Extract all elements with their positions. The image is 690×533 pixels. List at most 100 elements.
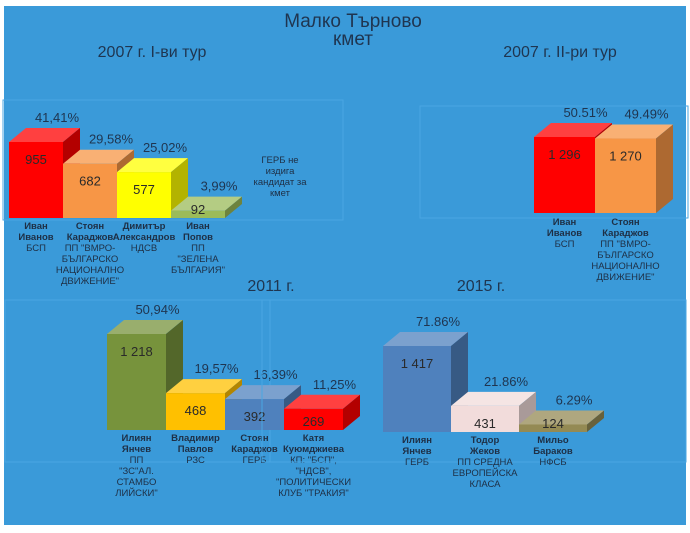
candidate-party: КЛУБ "ТРАКИЯ"	[278, 488, 349, 499]
candidate-party: БЪЛГАРИЯ"	[171, 265, 225, 276]
candidate-party: "НДСВ",	[296, 466, 332, 477]
candidate-name: Куюмджиева	[283, 444, 345, 455]
candidate-party: ПП "ВМРО-	[600, 239, 651, 250]
bar	[171, 196, 242, 218]
candidate-party: БЪЛГАРСКО	[62, 254, 118, 265]
bar-front	[595, 138, 656, 213]
candidate-party: БСП	[555, 239, 575, 250]
candidate-party: НДСВ	[131, 243, 158, 254]
panel-frame	[261, 299, 687, 463]
bar-percent-label: 29,58%	[89, 132, 134, 147]
candidate-party: "ПОЛИТИЧЕСКИ	[276, 477, 351, 488]
chart-title: 2007 г. II-ри тур	[503, 44, 617, 61]
candidate-name: Тодор	[471, 435, 500, 446]
bar-percent-label: 49.49%	[624, 107, 669, 122]
bar-front	[383, 346, 451, 432]
bar-value-label: 577	[133, 182, 155, 197]
chart-background	[4, 6, 686, 525]
main-subtitle: кмет	[333, 29, 373, 50]
bar-top	[595, 124, 673, 139]
bar-value-label: 682	[79, 174, 101, 189]
candidate-name: Попов	[183, 232, 213, 243]
chart-note: кмет	[270, 188, 291, 199]
bar-value-label: 955	[25, 152, 47, 167]
candidate-party: НАЦИОНАЛНО	[591, 261, 659, 272]
bar-top	[63, 149, 134, 164]
candidate-party: ПП	[130, 455, 144, 466]
bar-front	[225, 399, 284, 430]
bar-value-label: 124	[542, 416, 564, 431]
bar-percent-label: 41,41%	[35, 110, 80, 125]
bar-top	[383, 332, 468, 346]
bar-percent-label: 3,99%	[201, 179, 238, 194]
bar-top	[166, 379, 242, 394]
candidate-name: Янчев	[402, 446, 431, 457]
bar-top	[9, 128, 80, 142]
bar-front	[534, 137, 595, 213]
bar-top	[284, 394, 360, 409]
candidate-party: ПП СРЕДНА	[457, 457, 513, 468]
bar-percent-label: 25,02%	[143, 140, 188, 155]
bar-value-label: 269	[303, 414, 325, 429]
candidate-name: Караджов	[602, 228, 649, 239]
candidate-party: "ЗЕЛЕНА	[177, 254, 219, 265]
candidate-party: СТАМБО	[117, 477, 157, 488]
candidate-party: КЛАСА	[470, 479, 502, 490]
candidate-name: Бараков	[533, 446, 573, 457]
bar-top	[225, 385, 301, 400]
candidate-party: НАЦИОНАЛНО	[56, 265, 124, 276]
candidate-name: Владимир	[171, 433, 220, 444]
candidate-name: Илиян	[122, 433, 152, 444]
bar-top	[117, 158, 188, 173]
candidate-name: Димитър	[123, 221, 166, 232]
bar-front	[451, 405, 519, 432]
candidate-party: "ЗС"АЛ.	[119, 466, 154, 477]
candidate-name: Караджов	[67, 232, 114, 243]
candidate-party: БСП	[26, 243, 46, 254]
bar-front	[519, 424, 587, 432]
bar-value-label: 1 296	[548, 147, 581, 162]
chart-note: ГЕРБ не	[261, 155, 298, 166]
candidate-party: НФСБ	[539, 457, 566, 468]
bar-value-label: 92	[191, 202, 205, 217]
candidate-name: Янчев	[122, 444, 151, 455]
candidate-name: Иван	[553, 217, 577, 228]
candidate-party: ДВИЖЕНИЕ"	[596, 272, 654, 283]
bar-value-label: 1 218	[120, 344, 153, 359]
chart-title: 2007 г. I-ви тур	[98, 44, 207, 61]
bar-value-label: 1 270	[609, 149, 642, 164]
bar-percent-label: 16,39%	[253, 367, 298, 382]
bar-side	[343, 394, 360, 430]
candidate-name: Катя	[303, 433, 324, 444]
candidate-name: Жеков	[469, 446, 500, 457]
bar-top	[534, 123, 612, 137]
candidate-party: КП: "БСП",	[290, 455, 337, 466]
bar-top	[171, 196, 242, 211]
candidate-name: Мильо	[537, 435, 569, 446]
chart-note: кандидат за	[254, 177, 308, 188]
bar-percent-label: 19,57%	[194, 361, 239, 376]
candidate-party: ДВИЖЕНИЕ"	[61, 276, 119, 287]
candidate-name: Иванов	[547, 228, 582, 239]
bar-front	[166, 393, 225, 430]
bar-top	[107, 320, 183, 334]
panel-frame	[419, 105, 689, 219]
candidate-party: БЪЛГАРСКО	[597, 250, 653, 261]
bar-front	[9, 142, 63, 218]
bar-side	[587, 410, 604, 432]
bar-side	[225, 196, 242, 218]
bar-front	[284, 408, 343, 430]
chart-title: 2011 г.	[247, 278, 294, 295]
bar-percent-label: 50,94%	[135, 302, 180, 317]
bar-value-label: 431	[474, 416, 496, 431]
chart-title: 2015 г.	[457, 278, 505, 295]
candidate-name: Стоян	[240, 433, 269, 444]
bar-value-label: 392	[244, 409, 266, 424]
bar-side	[656, 124, 673, 213]
bar-top	[451, 391, 536, 406]
candidate-name: Стоян	[611, 217, 640, 228]
bar-percent-label: 11,25%	[313, 377, 357, 392]
panel-frame	[2, 99, 344, 221]
